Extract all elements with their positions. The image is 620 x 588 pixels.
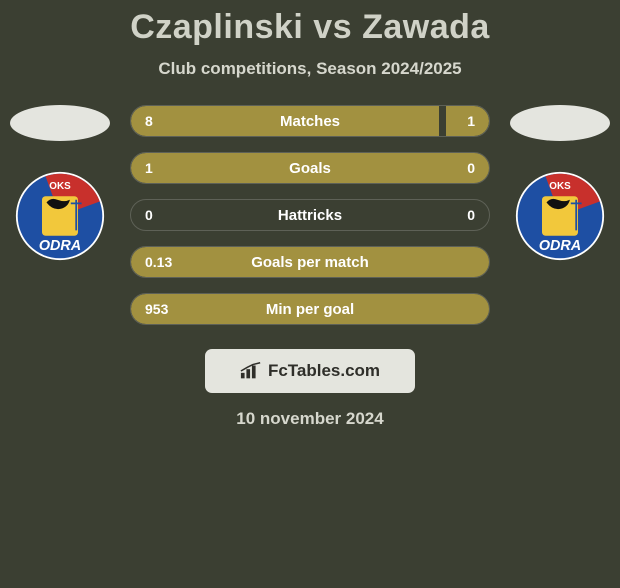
player-right-avatar: [510, 105, 610, 141]
player-left-column: OKS ODRA: [0, 105, 120, 261]
footer-brand-box: FcTables.com: [205, 349, 415, 393]
player-right-column: OKS ODRA: [500, 105, 620, 261]
stat-row: 0.13Goals per match: [130, 246, 490, 278]
bar-chart-icon: [240, 362, 262, 380]
stat-label: Goals per match: [131, 254, 489, 271]
comparison-content: OKS ODRA OKS ODRA: [0, 105, 620, 325]
page-title: Czaplinski vs Zawada: [0, 8, 620, 47]
stat-label: Min per goal: [131, 301, 489, 318]
player-right-club-badge: OKS ODRA: [515, 171, 605, 261]
stat-label: Hattricks: [131, 207, 489, 224]
stat-bars: 81Matches 10Goals 00Hattricks 0.13Goals per…: [130, 105, 490, 325]
stat-row: 953Min per goal: [130, 293, 490, 325]
badge-main-text: ODRA: [39, 238, 81, 254]
subtitle: Club competitions, Season 2024/2025: [0, 59, 620, 79]
badge-top-text: OKS: [549, 181, 571, 192]
stat-label: Matches: [131, 113, 489, 130]
stat-row: 00Hattricks: [130, 199, 490, 231]
stat-row: 81Matches: [130, 105, 490, 137]
footer-brand-text: FcTables.com: [268, 361, 380, 381]
player-left-avatar: [10, 105, 110, 141]
stat-label: Goals: [131, 160, 489, 177]
footer-date: 10 november 2024: [0, 409, 620, 429]
stat-row: 10Goals: [130, 152, 490, 184]
player-left-club-badge: OKS ODRA: [15, 171, 105, 261]
badge-main-text: ODRA: [539, 238, 581, 254]
badge-top-text: OKS: [49, 181, 71, 192]
